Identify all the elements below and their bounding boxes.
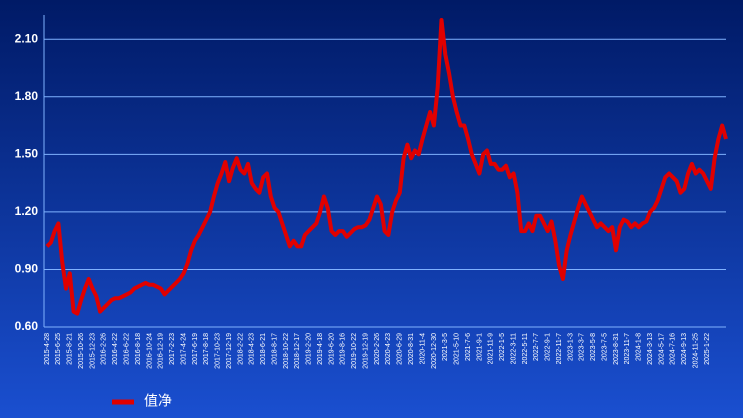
x-tick-label: 2020-12-30 <box>431 333 438 369</box>
x-tick-label: 2015-8-21 <box>67 333 74 365</box>
x-tick-label: 2023-1-3 <box>567 333 574 361</box>
x-tick-label: 2016-4-22 <box>112 333 119 365</box>
x-tick-label: 2017-12-19 <box>226 333 233 369</box>
x-tick-label: 2015-10-26 <box>78 333 85 369</box>
x-tick-label: 2023-11-7 <box>624 333 631 365</box>
y-tick-label: 0.90 <box>15 262 39 276</box>
y-tick-label: 1.80 <box>15 89 39 103</box>
x-tick-label: 2020-4-23 <box>385 333 392 365</box>
x-tick-label: 2016-8-18 <box>135 333 142 365</box>
y-tick-label: 1.50 <box>15 146 39 160</box>
x-tick-label: 2022-9-1 <box>545 333 552 361</box>
x-tick-label: 2021-9-1 <box>476 333 483 361</box>
x-tick-label: 2018-6-21 <box>260 333 267 365</box>
x-tick-label: 2024-7-16 <box>670 333 677 365</box>
x-tick-label: 2024-1-8 <box>636 333 643 361</box>
x-tick-label: 2019-8-16 <box>340 333 347 365</box>
x-tick-label: 2019-12-19 <box>362 333 369 369</box>
x-tick-label: 2023-5-8 <box>590 333 597 361</box>
x-tick-label: 2021-3-5 <box>442 333 449 361</box>
data-line <box>45 18 728 316</box>
x-tick-label: 2024-5-17 <box>658 333 665 365</box>
x-tick-label: 2022-3-11 <box>510 333 517 365</box>
x-tick-label: 2016-2-26 <box>101 333 108 365</box>
x-tick-label: 2021-7-6 <box>465 333 472 361</box>
x-tick-label: 2018-10-22 <box>283 333 290 369</box>
x-tick-label: 2024-3-13 <box>647 333 654 365</box>
x-tick-label: 2015-4-28 <box>44 333 51 365</box>
x-tick-label: 2018-12-17 <box>294 333 301 369</box>
legend-label: 值净 <box>144 393 172 409</box>
x-tick-label: 2017-2-23 <box>169 333 176 365</box>
x-tick-label: 2022-7-7 <box>533 333 540 361</box>
x-tick-label: 2015-6-25 <box>55 333 62 365</box>
y-tick-label: 0.60 <box>15 319 39 333</box>
x-tick-label: 2023-3-7 <box>579 333 586 361</box>
x-tick-label: 2018-4-23 <box>249 333 256 365</box>
x-tick-label: 2018-2-22 <box>237 333 244 365</box>
x-tick-label: 2016-6-22 <box>124 333 131 365</box>
x-tick-label: 2022-11-7 <box>556 333 563 365</box>
x-tick-label: 2016-12-19 <box>158 333 165 369</box>
x-tick-label: 2017-4-24 <box>180 333 187 365</box>
x-tick-label: 2017-6-19 <box>192 333 199 365</box>
x-tick-label: 2017-10-23 <box>215 333 222 369</box>
x-tick-label: 2022-1-5 <box>499 333 506 361</box>
x-tick-label: 2021-11-9 <box>488 333 495 365</box>
x-tick-label: 2020-8-31 <box>408 333 415 365</box>
x-tick-label: 2015-12-23 <box>89 333 96 369</box>
x-tick-label: 2020-2-26 <box>374 333 381 365</box>
x-tick-label: 2019-4-18 <box>317 333 324 365</box>
x-tick-label: 2021-5-10 <box>454 333 461 365</box>
x-tick-label: 2017-8-18 <box>203 333 210 365</box>
y-tick-label: 1.20 <box>15 204 39 218</box>
x-tick-label: 2023-7-5 <box>601 333 608 361</box>
x-tick-label: 2019-6-20 <box>328 333 335 365</box>
x-tick-label: 2025-1-22 <box>704 333 711 365</box>
x-tick-label: 2020-6-29 <box>397 333 404 365</box>
x-tick-label: 2024-9-13 <box>681 333 688 365</box>
x-tick-label: 2020-11-4 <box>419 333 426 365</box>
x-tick-label: 2023-8-31 <box>613 333 620 365</box>
x-tick-label: 2019-10-22 <box>351 333 358 369</box>
x-tick-label: 2018-8-17 <box>271 333 278 365</box>
x-tick-label: 2019-2-20 <box>306 333 313 365</box>
x-tick-label: 2022-5-11 <box>522 333 529 365</box>
x-tick-label: 2024-11-25 <box>692 333 699 368</box>
x-tick-label: 2016-10-24 <box>146 333 153 369</box>
y-tick-label: 2.10 <box>15 31 39 45</box>
